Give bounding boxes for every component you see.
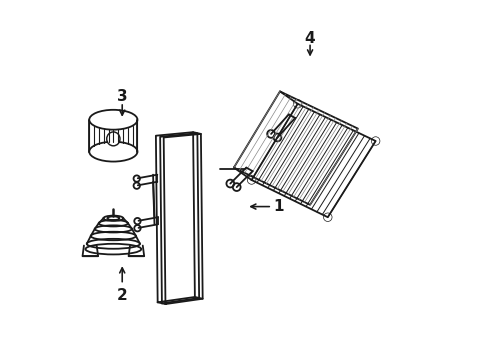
Text: 3: 3 bbox=[117, 89, 127, 104]
Text: 2: 2 bbox=[117, 288, 127, 303]
Text: 1: 1 bbox=[272, 199, 283, 214]
Ellipse shape bbox=[106, 132, 120, 146]
Text: 4: 4 bbox=[304, 31, 315, 46]
